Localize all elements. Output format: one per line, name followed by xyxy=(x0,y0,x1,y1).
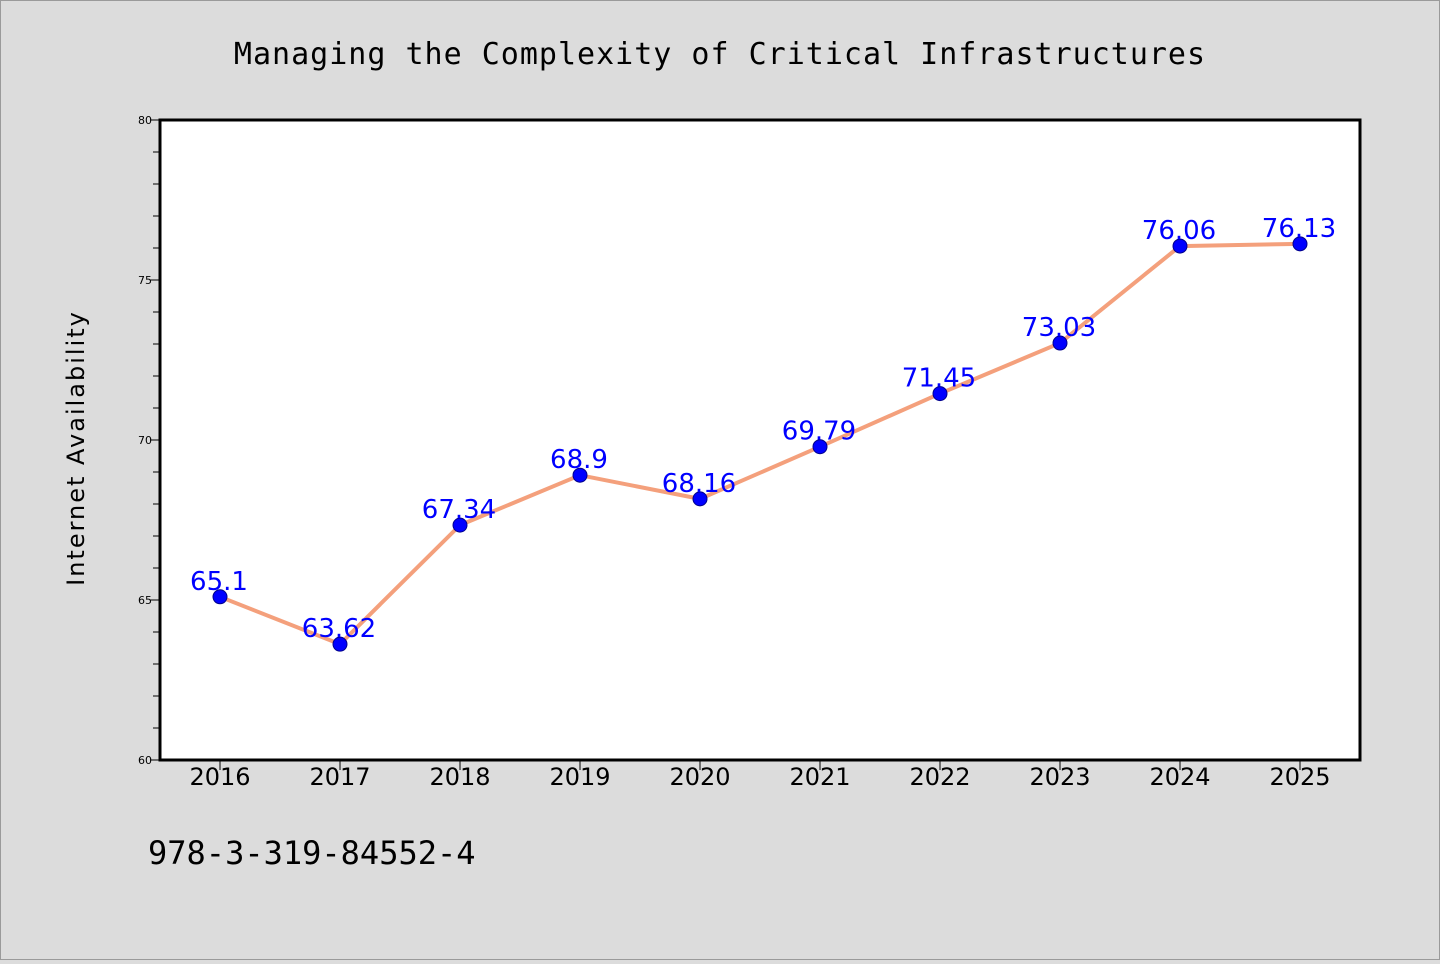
data-label: 67.34 xyxy=(422,495,496,525)
data-point xyxy=(1052,335,1068,351)
data-label: 73.03 xyxy=(1022,313,1096,343)
x-tick-label: 2021 xyxy=(789,763,850,791)
isbn-footer: 978-3-319-84552-4 xyxy=(148,834,476,872)
data-point xyxy=(332,636,348,652)
data-point xyxy=(452,517,468,533)
data-point xyxy=(692,491,708,507)
y-tick-label: 80 xyxy=(138,114,152,127)
data-point xyxy=(1172,238,1188,254)
plot-area xyxy=(158,118,1362,762)
data-label: 65.1 xyxy=(190,567,248,597)
x-axis: 2016 2017 2018 2019 2020 2021 2022 2023 2024 2025 xyxy=(189,760,1331,791)
data-point xyxy=(572,467,588,483)
x-tick-label: 2019 xyxy=(549,763,610,791)
series-line xyxy=(218,241,1302,647)
y-tick-label: 75 xyxy=(138,274,152,287)
data-point xyxy=(1292,236,1308,252)
x-tick-label: 2020 xyxy=(669,763,730,791)
chart-title: Managing the Complexity of Critical Infr… xyxy=(234,37,1206,72)
x-tick-label: 2018 xyxy=(429,763,490,791)
data-label: 76.13 xyxy=(1262,214,1336,244)
data-label: 68.16 xyxy=(662,469,736,499)
y-tick-label: 65 xyxy=(138,594,152,607)
data-point xyxy=(932,386,948,402)
data-label: 68.9 xyxy=(550,445,608,475)
y-tick-label: 60 xyxy=(138,754,152,767)
data-label-layer: 65.1 63.62 67.34 68.9 68.16 69.79 71.45 73.03 76… xyxy=(190,214,1336,644)
x-tick-label: 2016 xyxy=(189,763,250,791)
x-tick-label: 2017 xyxy=(309,763,370,791)
data-point xyxy=(812,439,828,455)
x-tick-label: 2025 xyxy=(1269,763,1330,791)
series-layer xyxy=(212,236,1308,652)
data-label: 71.45 xyxy=(902,364,976,394)
y-tick-label: 70 xyxy=(138,434,152,447)
data-label: 69.79 xyxy=(782,417,856,447)
x-tick-label: 2022 xyxy=(909,763,970,791)
x-tick-label: 2023 xyxy=(1029,763,1090,791)
data-label: 76.06 xyxy=(1142,216,1216,246)
x-tick-label: 2024 xyxy=(1149,763,1210,791)
y-axis: 60 65 70 75 80 xyxy=(138,114,160,767)
data-point xyxy=(212,589,228,605)
data-label: 63.62 xyxy=(302,614,376,644)
y-axis-label: Internet Availability xyxy=(62,310,90,586)
